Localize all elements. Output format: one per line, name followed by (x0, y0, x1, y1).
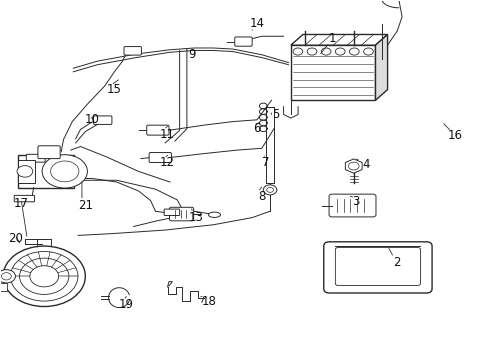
Circle shape (349, 48, 359, 55)
Circle shape (1, 273, 11, 280)
Text: 2: 2 (393, 256, 400, 268)
Text: 4: 4 (362, 158, 369, 171)
FancyBboxPatch shape (38, 146, 60, 159)
Circle shape (11, 252, 78, 301)
Polygon shape (345, 159, 362, 173)
FancyBboxPatch shape (328, 194, 375, 217)
Text: 17: 17 (14, 197, 29, 210)
Text: 8: 8 (257, 190, 265, 203)
Circle shape (320, 48, 330, 55)
FancyBboxPatch shape (234, 37, 252, 46)
Circle shape (30, 266, 59, 287)
FancyBboxPatch shape (164, 209, 179, 216)
Text: 9: 9 (188, 47, 195, 61)
Circle shape (42, 155, 87, 188)
Text: 16: 16 (447, 129, 462, 142)
Circle shape (263, 185, 276, 195)
Circle shape (17, 166, 32, 177)
Circle shape (292, 48, 302, 55)
Text: 14: 14 (249, 17, 264, 30)
Bar (17, 160, 35, 183)
Text: 20: 20 (8, 232, 23, 246)
Bar (0, 282, 7, 291)
FancyBboxPatch shape (147, 125, 168, 135)
Bar (17, 155, 74, 187)
Text: 19: 19 (119, 298, 134, 311)
Text: 15: 15 (106, 83, 121, 96)
FancyBboxPatch shape (334, 247, 420, 286)
FancyBboxPatch shape (93, 116, 112, 125)
Circle shape (19, 258, 69, 295)
Circle shape (335, 48, 344, 55)
FancyBboxPatch shape (124, 46, 141, 55)
Circle shape (363, 48, 373, 55)
Ellipse shape (208, 212, 220, 217)
Text: 1: 1 (328, 31, 335, 45)
Text: 13: 13 (189, 211, 204, 224)
Text: 5: 5 (271, 108, 278, 121)
Circle shape (3, 246, 85, 307)
Text: 6: 6 (253, 122, 260, 135)
Circle shape (306, 48, 316, 55)
Text: 3: 3 (352, 195, 359, 208)
Text: 11: 11 (160, 127, 175, 141)
FancyBboxPatch shape (14, 195, 34, 202)
Bar (290, 45, 375, 100)
FancyBboxPatch shape (169, 207, 193, 221)
FancyBboxPatch shape (323, 242, 431, 293)
Polygon shape (290, 35, 387, 45)
Text: 7: 7 (261, 156, 269, 169)
Text: 10: 10 (85, 113, 100, 126)
Circle shape (0, 270, 15, 283)
Circle shape (50, 161, 79, 182)
Text: 12: 12 (160, 156, 175, 169)
FancyBboxPatch shape (149, 152, 171, 162)
Circle shape (266, 187, 273, 192)
Text: 21: 21 (77, 199, 92, 212)
Polygon shape (375, 35, 387, 100)
Text: 18: 18 (201, 295, 216, 308)
Circle shape (348, 162, 358, 170)
FancyBboxPatch shape (26, 154, 45, 162)
